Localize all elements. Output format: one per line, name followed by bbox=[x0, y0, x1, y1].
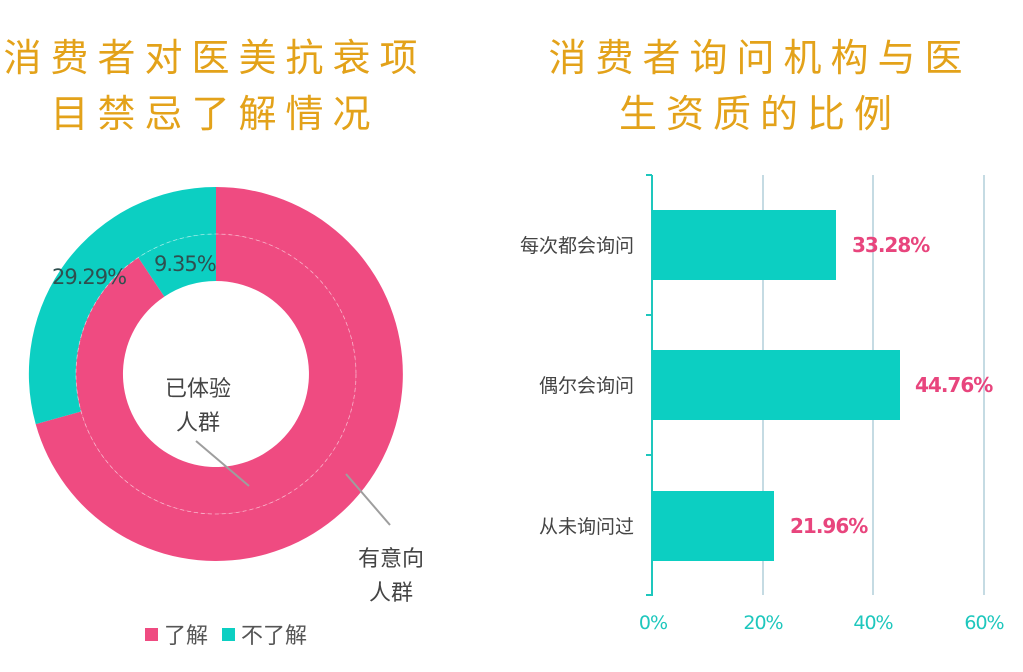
x-tick-60: 60% bbox=[964, 612, 1003, 634]
category-label-always: 每次都会询问 bbox=[520, 235, 634, 257]
left-title-line2: 目禁忌了解情况 bbox=[50, 92, 380, 136]
outer-ring-label-line2: 人群 bbox=[369, 581, 413, 606]
legend-item-aware[interactable]: 了解 bbox=[145, 618, 208, 650]
x-tick-20: 20% bbox=[743, 612, 782, 634]
x-tick-0: 0% bbox=[639, 612, 667, 634]
inner-ring-label-line2: 人群 bbox=[176, 411, 220, 436]
inner-ring-unaware-slice[interactable] bbox=[138, 233, 216, 297]
right-title-line1: 消费者询问机构与医 bbox=[548, 36, 972, 80]
legend-label-aware: 了解 bbox=[164, 624, 209, 649]
bar-sometimes-ask[interactable] bbox=[652, 350, 900, 420]
nested-donut-chart: 29.29% 9.35% 已体验 人群 有意向 人群 bbox=[28, 186, 424, 606]
bar-never-ask[interactable] bbox=[652, 491, 774, 561]
right-chart-title: 消费者询问机构与医 生资质的比例 bbox=[540, 30, 980, 142]
value-label-sometimes: 44.76% bbox=[915, 373, 993, 397]
value-label-never: 21.96% bbox=[790, 514, 868, 538]
inner-label-leader-line bbox=[195, 440, 250, 487]
legend-label-unaware: 不了解 bbox=[241, 624, 308, 649]
category-label-sometimes: 偶尔会询问 bbox=[539, 375, 634, 397]
outer-label-leader-line bbox=[345, 473, 391, 526]
left-chart-title: 消费者对医美抗衰项 目禁忌了解情况 bbox=[0, 30, 430, 142]
outer-unknown-pct-label: 29.29% bbox=[52, 265, 126, 289]
x-tick-40: 40% bbox=[853, 612, 892, 634]
value-label-always: 33.28% bbox=[852, 233, 930, 257]
category-label-never: 从未询问过 bbox=[539, 516, 634, 538]
ring-divider bbox=[75, 233, 357, 515]
inner-ring-label-line1: 已体验 bbox=[165, 377, 231, 402]
right-title-line2: 生资质的比例 bbox=[618, 92, 901, 136]
donut-legend: 了解 不了解 bbox=[145, 618, 321, 650]
legend-swatch-pink bbox=[145, 627, 158, 641]
inner-unknown-pct-label: 9.35% bbox=[154, 252, 216, 276]
inner-ring-aware-slice[interactable] bbox=[75, 234, 356, 514]
outer-ring-label-line1: 有意向 bbox=[358, 547, 424, 572]
legend-item-unaware[interactable]: 不了解 bbox=[222, 618, 307, 650]
bar-always-ask[interactable] bbox=[652, 210, 836, 280]
horizontal-bar-chart: 每次都会询问 偶尔会询问 从未询问过 33.28% 44.76% 21.96% … bbox=[520, 174, 1005, 634]
legend-swatch-teal bbox=[222, 627, 236, 641]
left-title-line1: 消费者对医美抗衰项 bbox=[3, 36, 427, 80]
outer-ring-unaware-slice[interactable] bbox=[28, 186, 216, 425]
